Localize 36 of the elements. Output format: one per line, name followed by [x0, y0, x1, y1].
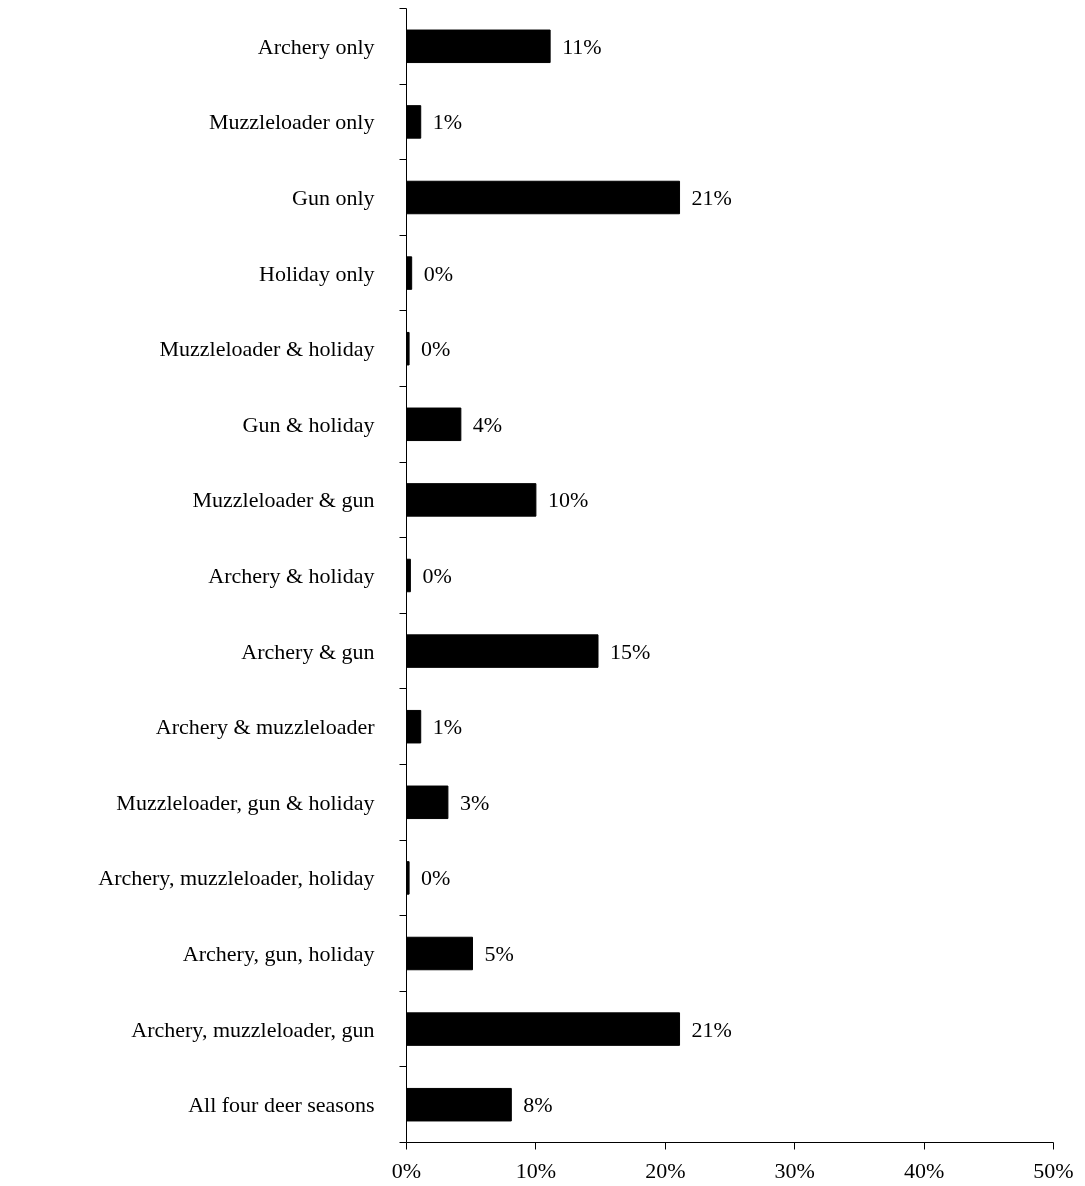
data-label: 1%: [432, 714, 463, 740]
y-tick-label: Archery & holiday: [208, 563, 375, 588]
x-tick-label: 20%: [645, 1157, 686, 1183]
x-tick-label: 0%: [391, 1157, 422, 1183]
data-label: 5%: [484, 941, 514, 966]
y-tick-label: All four deer seasons: [188, 1092, 375, 1118]
data-label: 21%: [691, 1016, 732, 1042]
data-label: 21%: [691, 185, 732, 210]
data-label: 11%: [562, 33, 602, 59]
x-tick-label: 40%: [903, 1157, 945, 1183]
data-label: 4%: [472, 411, 503, 437]
y-tick-label: Holiday only: [259, 260, 375, 286]
y-tick-label: Archery, gun, holiday: [182, 941, 375, 966]
y-tick-label: Muzzleloader only: [208, 109, 375, 135]
x-tick-label: 10%: [515, 1157, 557, 1183]
x-tick-label: 30%: [774, 1157, 815, 1183]
data-label: 0%: [421, 865, 451, 891]
data-label: 15%: [610, 638, 651, 664]
y-tick-label: Archery only: [257, 33, 375, 59]
data-label: 0%: [421, 336, 451, 362]
data-label: 8%: [523, 1092, 553, 1118]
data-label: 0%: [422, 563, 452, 588]
y-tick-label: Muzzleloader & gun: [192, 487, 375, 513]
y-tick-label: Gun & holiday: [242, 411, 375, 437]
data-label: 0%: [423, 260, 453, 286]
y-tick-label: Archery & muzzleloader: [155, 714, 376, 740]
y-tick-label: Muzzleloader & holiday: [159, 336, 375, 362]
data-label: 1%: [432, 109, 463, 135]
y-tick-label: Gun only: [292, 185, 375, 210]
y-tick-label: Archery, muzzleloader, gun: [131, 1016, 375, 1042]
y-tick-label: Archery & gun: [241, 638, 375, 664]
data-label: 10%: [547, 487, 589, 513]
y-tick-label: Archery, muzzleloader, holiday: [98, 865, 375, 891]
x-tick-label: 50%: [1033, 1157, 1074, 1183]
y-tick-label: Muzzleloader, gun & holiday: [116, 789, 375, 815]
data-label: 3%: [459, 789, 490, 815]
